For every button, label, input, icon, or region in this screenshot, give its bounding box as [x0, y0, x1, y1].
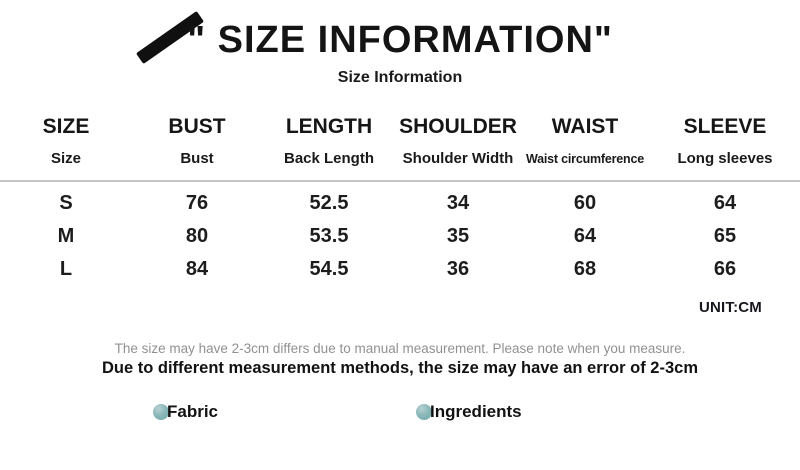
size-table: SIZE BUST LENGTH SHOULDER WAIST SLEEVE S…	[0, 113, 800, 286]
unit-label: UNIT:CM	[698, 299, 762, 316]
value-cell: 54.5	[309, 258, 349, 280]
size-cell: L	[59, 258, 73, 280]
size-cell: M	[57, 225, 75, 247]
bullet-icon	[153, 404, 169, 420]
column-header-length: LENGTH	[285, 115, 373, 138]
column-header-waist: WAIST	[551, 115, 619, 138]
legend-label-fabric: Fabric	[167, 402, 219, 421]
column-subheader-length: Back Length	[283, 150, 374, 167]
value-cell: 34	[446, 192, 470, 214]
column-subheader-waist: Waist circumference	[525, 152, 644, 166]
page-title: " SIZE INFORMATION"	[187, 19, 613, 61]
value-cell: 52.5	[309, 192, 349, 214]
table-subheader-row: Size Bust Back Length Shoulder Width Wai…	[0, 148, 800, 170]
value-cell: 68	[573, 258, 597, 280]
column-header-sleeve: SLEEVE	[683, 115, 767, 138]
value-cell: 76	[185, 192, 209, 214]
value-cell: 60	[573, 192, 597, 214]
column-subheader-shoulder: Shoulder Width	[402, 150, 514, 167]
value-cell: 66	[713, 258, 737, 280]
table-row-m: M 80 53.5 35 64 65	[0, 220, 800, 253]
notice-line-primary: The size may have 2-3cm differs due to m…	[114, 341, 686, 356]
column-subheader-size: Size	[50, 150, 81, 167]
measurement-notice: The size may have 2-3cm differs due to m…	[0, 341, 800, 378]
column-header-bust: BUST	[168, 115, 226, 138]
value-cell: 80	[185, 225, 209, 247]
column-subheader-bust: Bust	[180, 150, 214, 167]
column-subheader-sleeve: Long sleeves	[677, 150, 773, 167]
legend-item-ingredients: Ingredients	[416, 402, 522, 421]
notice-line-secondary: Due to different measurement methods, th…	[101, 359, 698, 377]
table-row-l: L 84 54.5 36 68 66	[0, 253, 800, 286]
legend-label-ingredients: Ingredients	[430, 402, 522, 421]
value-cell: 65	[713, 225, 737, 247]
table-divider	[0, 180, 800, 182]
value-cell: 64	[713, 192, 737, 214]
size-cell: S	[59, 192, 73, 214]
page-subtitle: Size Information	[337, 69, 463, 86]
value-cell: 64	[573, 225, 597, 247]
table-row-s: S 76 52.5 34 60 64	[0, 187, 800, 220]
value-cell: 53.5	[309, 225, 349, 247]
value-cell: 84	[185, 258, 209, 280]
column-header-shoulder: SHOULDER	[399, 115, 517, 138]
bullet-icon	[416, 404, 432, 420]
column-header-size: SIZE	[42, 115, 90, 138]
value-cell: 35	[446, 225, 470, 247]
table-header-row: SIZE BUST LENGTH SHOULDER WAIST SLEEVE	[0, 113, 800, 141]
legend-item-fabric: Fabric	[153, 402, 219, 421]
value-cell: 36	[446, 258, 470, 280]
